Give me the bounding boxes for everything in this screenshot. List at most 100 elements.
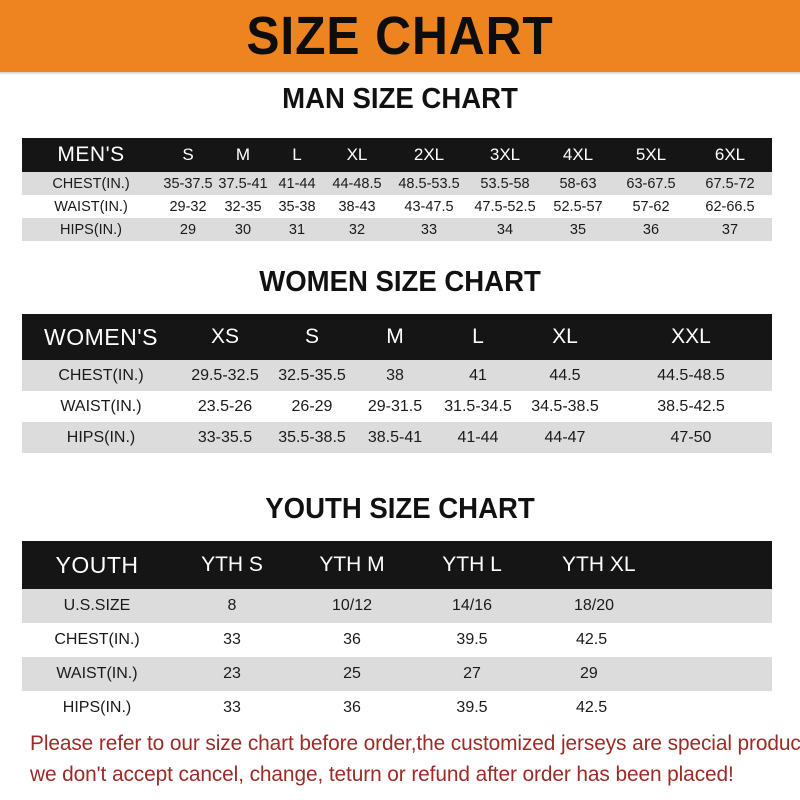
women-chest-xxl: 44.5-48.5 — [657, 366, 725, 384]
man-hips-5xl: 36 — [642, 221, 660, 238]
table-row: CHEST(IN.) 35-37.5 37.5-41 41-44 44-48.5… — [22, 172, 772, 195]
youth-hips-m: 36 — [343, 699, 361, 716]
man-row-label-chest: CHEST(IN.) — [52, 175, 130, 192]
man-waist-6xl: 62-66.5 — [705, 198, 755, 215]
man-waist-s: 29-32 — [169, 198, 207, 215]
table-row: CHEST(IN.) 33 36 39.5 42.5 — [22, 623, 772, 657]
women-chest-m: 38 — [386, 366, 404, 384]
youth-waist-l: 27 — [463, 665, 481, 682]
table-row: U.S.SIZE 8 10/12 14/16 18/20 — [22, 589, 772, 623]
man-hips-l: 31 — [288, 221, 306, 238]
man-row-label-hips: HIPS(IN.) — [59, 221, 123, 238]
youth-size-header-s: YTH S — [201, 553, 263, 576]
man-waist-5xl: 57-62 — [632, 198, 670, 215]
man-chest-m: 37.5-41 — [218, 175, 268, 192]
youth-chest-s: 33 — [223, 631, 241, 648]
women-header-label: WOMEN'S — [44, 323, 158, 350]
youth-us-size-l: 14/16 — [451, 597, 493, 614]
youth-chest-m: 36 — [343, 631, 361, 648]
man-hips-xl: 32 — [348, 221, 366, 238]
man-size-header-2xl: 2XL — [413, 145, 445, 164]
women-hips-xs: 33-35.5 — [197, 428, 253, 446]
page-title: SIZE CHART — [246, 6, 554, 66]
youth-us-size-xl: 18/20 — [574, 597, 615, 614]
table-row: CHEST(IN.) 29.5-32.5 32.5-35.5 38 41 44.… — [22, 360, 772, 391]
youth-header-label: YOUTH — [55, 551, 139, 578]
man-table-header-row: MEN'S S M L XL 2XL 3XL 4XL 5XL 6XL — [22, 138, 772, 172]
man-size-header-s: S — [182, 145, 194, 164]
man-waist-l: 35-38 — [278, 198, 316, 215]
table-row: HIPS(IN.) 29 30 31 32 33 34 35 36 37 — [22, 218, 772, 241]
man-hips-s: 29 — [179, 221, 197, 238]
man-waist-xl: 38-43 — [338, 198, 376, 215]
banner-shadow — [0, 72, 800, 75]
man-chest-l: 41-44 — [278, 175, 316, 192]
women-size-header-xxl: XXL — [671, 325, 711, 348]
man-chest-5xl: 63-67.5 — [626, 175, 676, 192]
youth-row-label-chest: CHEST(IN.) — [54, 631, 140, 648]
youth-hips-s: 33 — [223, 699, 241, 716]
women-hips-xxl: 47-50 — [670, 428, 712, 446]
man-chest-s: 35-37.5 — [163, 175, 213, 192]
youth-us-size-s: 8 — [227, 597, 237, 614]
women-waist-xl: 34.5-38.5 — [531, 397, 599, 415]
man-waist-3xl: 47.5-52.5 — [474, 198, 536, 215]
women-chest-xl: 44.5 — [549, 366, 581, 384]
women-waist-s: 26-29 — [291, 397, 333, 415]
man-chest-xl: 44-48.5 — [332, 175, 382, 192]
youth-size-table: YOUTH YTH S YTH M YTH L YTH XL U.S.SIZE … — [22, 541, 772, 725]
youth-row-label-hips: HIPS(IN.) — [62, 699, 132, 716]
women-waist-xxl: 38.5-42.5 — [657, 397, 725, 415]
man-size-header-xl: XL — [346, 145, 368, 164]
man-waist-2xl: 43-47.5 — [404, 198, 454, 215]
man-hips-2xl: 33 — [420, 221, 438, 238]
youth-size-header-m: YTH M — [319, 553, 385, 576]
disclaimer-line-1: Please refer to our size chart before or… — [30, 731, 800, 755]
table-row: HIPS(IN.) 33 36 39.5 42.5 — [22, 691, 772, 725]
page-banner: SIZE CHART — [0, 0, 800, 72]
man-size-header-6xl: 6XL — [714, 145, 746, 164]
women-chest-s: 32.5-35.5 — [278, 366, 346, 384]
man-waist-4xl: 52.5-57 — [553, 198, 603, 215]
man-size-header-m: M — [235, 145, 251, 164]
man-chest-6xl: 67.5-72 — [705, 175, 755, 192]
youth-chest-xl: 42.5 — [576, 631, 608, 648]
women-section-title: WOMEN SIZE CHART — [259, 266, 541, 298]
man-chest-3xl: 53.5-58 — [480, 175, 530, 192]
youth-waist-s: 23 — [223, 665, 241, 682]
women-size-table: WOMEN'S XS S M L XL XXL CHEST(IN.) 29.5-… — [22, 314, 772, 453]
youth-section-title: YOUTH SIZE CHART — [265, 493, 535, 525]
youth-waist-xl: 29 — [580, 665, 598, 682]
man-chest-4xl: 58-63 — [559, 175, 597, 192]
youth-row-label-us-size: U.S.SIZE — [63, 597, 131, 614]
disclaimer-text: Please refer to our size chart before or… — [30, 728, 800, 790]
youth-size-header-l: YTH L — [442, 553, 502, 576]
man-size-header-5xl: 5XL — [635, 145, 667, 164]
man-size-header-4xl: 4XL — [562, 145, 594, 164]
man-size-header-3xl: 3XL — [489, 145, 521, 164]
women-waist-l: 31.5-34.5 — [444, 397, 512, 415]
disclaimer-line-2: we don't accept cancel, change, teturn o… — [30, 762, 734, 786]
man-hips-4xl: 35 — [569, 221, 587, 238]
youth-table-header-row: YOUTH YTH S YTH M YTH L YTH XL — [22, 541, 772, 589]
table-row: WAIST(IN.) 23.5-26 26-29 29-31.5 31.5-34… — [22, 391, 772, 422]
women-waist-xs: 23.5-26 — [197, 397, 253, 415]
youth-row-label-waist: WAIST(IN.) — [56, 665, 138, 682]
women-hips-l: 41-44 — [457, 428, 499, 446]
man-hips-3xl: 34 — [496, 221, 514, 238]
man-chest-2xl: 48.5-53.5 — [398, 175, 460, 192]
man-waist-m: 32-35 — [224, 198, 262, 215]
youth-chest-l: 39.5 — [456, 631, 488, 648]
table-row: WAIST(IN.) 23 25 27 29 — [22, 657, 772, 691]
man-size-table: MEN'S S M L XL 2XL 3XL 4XL 5XL 6XL CHEST… — [22, 138, 772, 241]
youth-waist-m: 25 — [343, 665, 361, 682]
women-hips-s: 35.5-38.5 — [278, 428, 346, 446]
man-section-title: MAN SIZE CHART — [282, 83, 518, 115]
youth-hips-xl: 42.5 — [576, 699, 608, 716]
women-hips-m: 38.5-41 — [367, 428, 423, 446]
women-row-label-hips: HIPS(IN.) — [66, 428, 136, 446]
women-chest-xs: 29.5-32.5 — [191, 366, 259, 384]
women-hips-xl: 44-47 — [544, 428, 586, 446]
man-size-header-l: L — [292, 145, 302, 164]
